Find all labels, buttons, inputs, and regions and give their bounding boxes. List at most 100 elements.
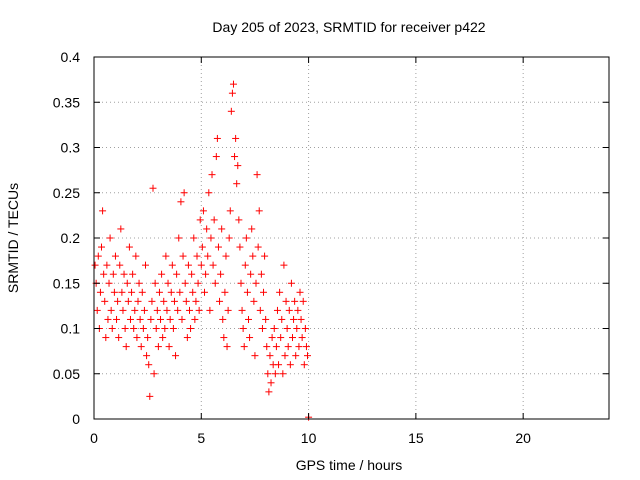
data-point (247, 270, 255, 278)
data-point (253, 171, 261, 179)
data-point (267, 379, 275, 387)
data-point (144, 334, 152, 342)
data-point (197, 261, 205, 269)
data-point (208, 171, 216, 179)
data-point (99, 207, 107, 215)
data-point (257, 270, 265, 278)
data-point (271, 370, 279, 378)
data-point (224, 306, 232, 314)
data-point (128, 288, 136, 296)
data-point (201, 288, 209, 296)
data-point (298, 334, 306, 342)
data-points (91, 80, 313, 421)
x-tick-label: 5 (197, 430, 205, 446)
data-point (294, 306, 302, 314)
data-point (262, 315, 270, 323)
data-point (124, 297, 132, 305)
data-point (234, 162, 242, 170)
data-point (138, 288, 146, 296)
data-point (170, 297, 178, 305)
data-point (173, 270, 181, 278)
y-tick-label: 0.3 (61, 140, 81, 156)
data-point (104, 315, 112, 323)
data-point (242, 234, 250, 242)
data-point (101, 297, 109, 305)
data-point (284, 343, 292, 351)
data-point (147, 315, 155, 323)
data-point (115, 334, 123, 342)
y-tick-label: 0.1 (61, 321, 81, 337)
data-point (109, 270, 117, 278)
data-point (281, 352, 289, 360)
data-point (204, 252, 212, 260)
data-point (166, 315, 174, 323)
data-point (164, 279, 172, 287)
data-point (282, 297, 290, 305)
data-point (275, 361, 283, 369)
data-point (237, 279, 245, 287)
data-point (198, 243, 206, 251)
data-point (162, 252, 170, 260)
data-point (209, 261, 217, 269)
data-point (246, 334, 254, 342)
data-point (91, 261, 99, 269)
data-point (167, 288, 175, 296)
data-point (288, 334, 296, 342)
data-point (276, 288, 284, 296)
data-point (157, 315, 165, 323)
data-point (146, 392, 154, 400)
data-point (221, 288, 229, 296)
data-point (256, 306, 264, 314)
data-point (291, 297, 299, 305)
data-point (139, 325, 147, 332)
data-point (192, 297, 200, 305)
data-point (178, 315, 186, 323)
data-point (160, 297, 168, 305)
data-point (102, 334, 110, 342)
data-point (203, 225, 211, 233)
data-point (117, 225, 125, 233)
data-point (94, 252, 102, 260)
data-point (264, 370, 272, 378)
data-point (232, 134, 240, 142)
data-point (233, 180, 241, 188)
data-point (136, 315, 144, 323)
data-point (248, 225, 256, 233)
data-point (212, 153, 220, 161)
data-point (120, 270, 128, 278)
data-point (213, 134, 221, 142)
data-point (235, 216, 243, 224)
data-point (100, 270, 108, 278)
data-point (296, 288, 304, 296)
data-point (175, 234, 183, 242)
y-tick-label: 0.15 (53, 275, 80, 291)
data-point (238, 306, 246, 314)
y-tick-label: 0.05 (53, 366, 80, 382)
data-point (210, 216, 218, 224)
y-axis-label: SRMTID / TECUs (5, 183, 21, 293)
data-point (142, 261, 149, 269)
data-point (152, 325, 160, 332)
y-tick-label: 0.4 (61, 49, 81, 65)
data-point (222, 252, 230, 260)
data-point (263, 343, 271, 351)
data-point (258, 325, 266, 332)
data-point (113, 315, 121, 323)
data-point (211, 279, 219, 287)
chart-title: Day 205 of 2023, SRMTID for receiver p42… (212, 19, 485, 35)
data-point (245, 315, 252, 323)
data-point (299, 297, 307, 305)
data-point (280, 261, 288, 269)
data-point (249, 252, 257, 260)
data-point (272, 343, 280, 351)
data-point (220, 334, 228, 342)
data-point (184, 261, 192, 269)
data-point (278, 315, 286, 323)
data-point (227, 107, 235, 115)
data-point (126, 315, 134, 323)
data-point (193, 252, 201, 260)
data-point (110, 288, 118, 296)
data-point (225, 234, 233, 242)
data-point (125, 243, 133, 251)
data-point (241, 261, 249, 269)
